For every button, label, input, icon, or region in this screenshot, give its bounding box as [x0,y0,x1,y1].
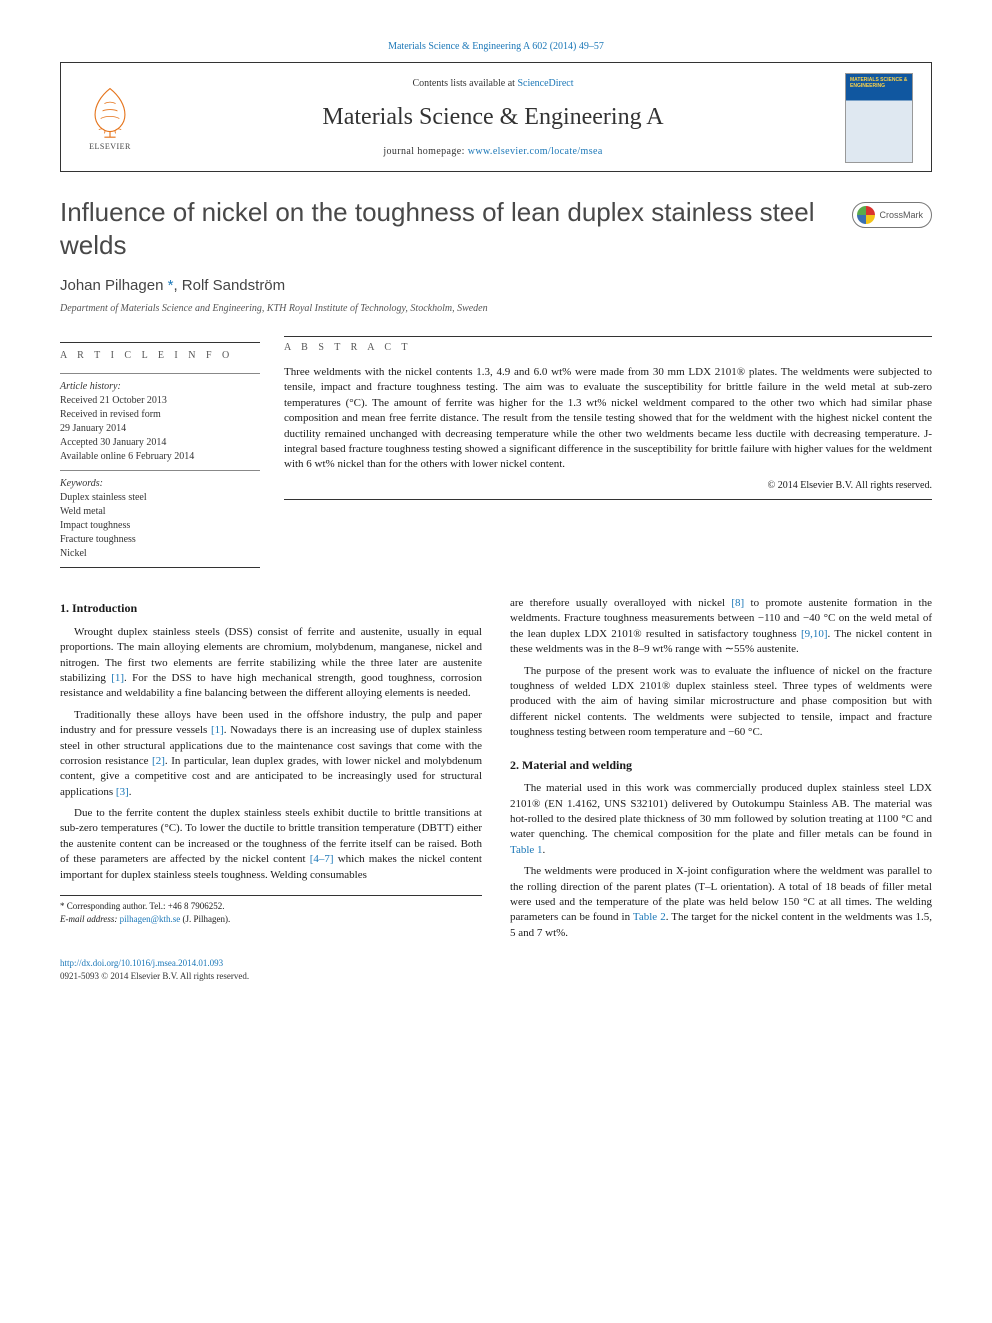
homepage-prefix: journal homepage: [383,146,467,157]
para: The material used in this work was comme… [510,781,932,858]
cover-thumbnail: MATERIALS SCIENCE & ENGINEERING [841,73,917,163]
ref-link[interactable]: [4–7] [310,853,334,865]
section-heading-1: 1. Introduction [60,600,482,617]
keyword: Weld metal [60,505,260,519]
email-suffix: (J. Pilhagen). [182,914,230,924]
para: The weldments were produced in X-joint c… [510,864,932,941]
ref-link[interactable]: [3] [116,786,129,798]
history-line: 29 January 2014 [60,422,260,436]
header-center: Contents lists available at ScienceDirec… [157,73,829,163]
elsevier-logo: ELSEVIER [75,73,145,163]
abstract: A B S T R A C T Three weldments with the… [284,336,932,574]
ref-link[interactable]: [1] [211,724,224,736]
keywords-label: Keywords: [60,477,260,491]
history-line: Received in revised form [60,408,260,422]
para: Traditionally these alloys have been use… [60,708,482,800]
history-label: Article history: [60,381,121,392]
contents-line: Contents lists available at ScienceDirec… [412,77,573,91]
journal-citation-link[interactable]: Materials Science & Engineering A 602 (2… [388,41,604,52]
ref-link[interactable]: [9,10] [801,628,828,640]
article-info: A R T I C L E I N F O Article history: R… [60,336,260,574]
elsevier-label: ELSEVIER [89,141,131,152]
elsevier-tree-icon [82,83,138,139]
ref-link[interactable]: [8] [731,597,744,609]
crossmark-label: CrossMark [879,209,923,222]
sciencedirect-link[interactable]: ScienceDirect [517,78,573,89]
author-1: Johan Pilhagen [60,277,163,294]
para: Due to the ferrite content the duplex st… [60,806,482,883]
keyword: Nickel [60,547,260,561]
copyright: © 2014 Elsevier B.V. All rights reserved… [284,479,932,493]
journal-title: Materials Science & Engineering A [322,101,663,135]
doi-link[interactable]: http://dx.doi.org/10.1016/j.msea.2014.01… [60,958,223,968]
ref-link[interactable]: [1] [111,672,124,684]
author-2: , Rolf Sandström [173,277,285,294]
history-line: Received 21 October 2013 [60,394,260,408]
corr-author-note: * Corresponding author. Tel.: +46 8 7906… [60,900,482,913]
homepage-line: journal homepage: www.elsevier.com/locat… [383,145,602,159]
affiliation: Department of Materials Science and Engi… [60,302,932,316]
homepage-link[interactable]: www.elsevier.com/locate/msea [468,146,603,157]
issn-line: 0921-5093 © 2014 Elsevier B.V. All right… [60,970,932,983]
article-info-heading: A R T I C L E I N F O [60,349,260,363]
keyword: Fracture toughness [60,533,260,547]
table-link[interactable]: Table 1 [510,844,543,856]
body-text: 1. Introduction Wrought duplex stainless… [60,596,932,941]
para: The purpose of the present work was to e… [510,664,932,741]
authors: Johan Pilhagen *, Rolf Sandström [60,275,932,296]
cover-thumb-label: MATERIALS SCIENCE & ENGINEERING [850,78,908,89]
keyword: Impact toughness [60,519,260,533]
contents-prefix: Contents lists available at [412,78,517,89]
email-label: E-mail address: [60,914,120,924]
crossmark-badge[interactable]: CrossMark [852,202,932,228]
crossmark-icon [857,206,875,224]
section-heading-2: 2. Material and welding [510,757,932,774]
journal-header: ELSEVIER Contents lists available at Sci… [60,62,932,172]
article-title: Influence of nickel on the toughness of … [60,196,838,261]
para: Wrought duplex stainless steels (DSS) co… [60,625,482,702]
keyword: Duplex stainless steel [60,491,260,505]
journal-citation: Materials Science & Engineering A 602 (2… [60,40,932,54]
footnote: * Corresponding author. Tel.: +46 8 7906… [60,895,482,925]
history-line: Available online 6 February 2014 [60,450,260,464]
abstract-text: Three weldments with the nickel contents… [284,365,932,473]
para: are therefore usually overalloyed with n… [510,596,932,658]
abstract-heading: A B S T R A C T [284,341,932,355]
history-line: Accepted 30 January 2014 [60,436,260,450]
table-link[interactable]: Table 2 [633,911,666,923]
email-link[interactable]: pilhagen@kth.se [120,914,181,924]
ref-link[interactable]: [2] [152,755,165,767]
bottom-meta: http://dx.doi.org/10.1016/j.msea.2014.01… [60,957,932,982]
